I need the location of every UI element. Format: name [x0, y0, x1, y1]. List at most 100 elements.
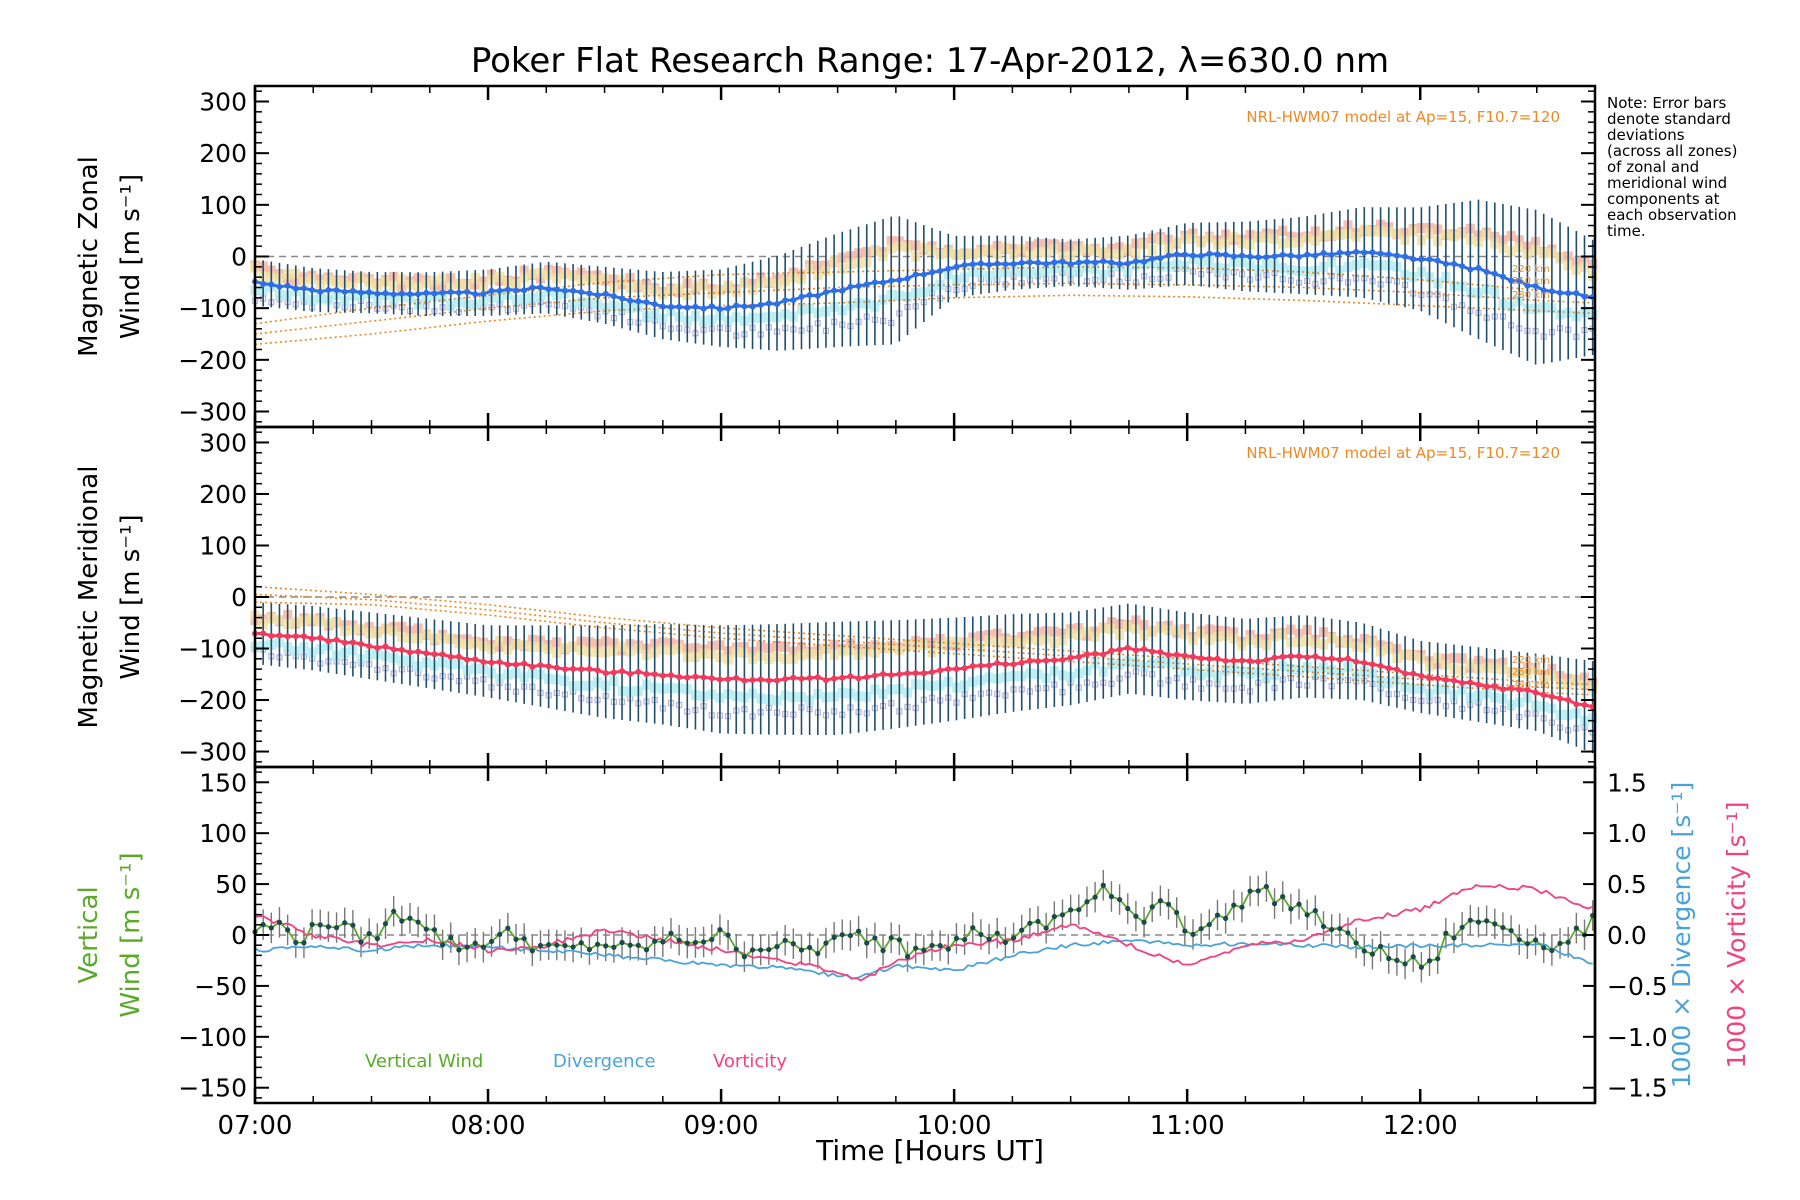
vertical-wind-dot: [741, 954, 747, 960]
vertical-wind-dot: [1426, 958, 1433, 964]
vertical-wind-dot: [1174, 909, 1180, 916]
mean-dot: [1508, 277, 1515, 284]
vertical-wind-dot: [399, 918, 405, 924]
mean-dot: [651, 301, 658, 308]
mean-dot: [374, 290, 381, 297]
mean-dot: [977, 260, 984, 267]
model-altitude-label: 280 km: [1512, 680, 1550, 691]
vertical-wind-dot: [1288, 906, 1294, 912]
x-tick-label: 08:00: [451, 1111, 526, 1141]
vertical-wind-dot: [1549, 947, 1555, 954]
model-altitude-label: 220 km: [1512, 264, 1550, 275]
mean-dot: [374, 644, 381, 651]
vertical-wind-dot: [1255, 888, 1261, 894]
mean-dot: [594, 667, 601, 674]
vertical-wind-dot: [423, 926, 429, 932]
mean-dot: [1296, 253, 1303, 260]
mean-dot: [276, 632, 283, 639]
mean-dot: [464, 656, 471, 663]
mean-dot: [1043, 657, 1050, 664]
vertical-wind-dot: [660, 939, 666, 945]
vertical-wind-dot: [1182, 928, 1188, 934]
y-tick-label: −150: [178, 1074, 247, 1103]
mean-dot: [1532, 689, 1539, 696]
panel-zonal: NRL-HWM07 model at Ap=15, F10.7=120 220 k…: [74, 84, 1598, 429]
mean-dot: [1010, 260, 1017, 267]
vertical-wind-dot: [1410, 954, 1416, 960]
y-tick-label: 100: [199, 531, 247, 560]
mean-dot: [725, 305, 732, 312]
mean-dot: [341, 639, 348, 646]
mean-dot: [798, 675, 805, 682]
mean-dot: [1132, 258, 1139, 265]
vertical-wind-dot: [505, 925, 511, 931]
mean-dot: [537, 284, 544, 291]
mean-dot: [814, 674, 821, 681]
x-axis-title: Time [Hours UT]: [815, 1134, 1044, 1167]
mean-dot: [969, 662, 976, 669]
vertical-wind-dot: [880, 948, 886, 954]
vertical-wind-dot: [1378, 943, 1384, 949]
mean-dot: [1247, 253, 1254, 260]
vertical-wind-dot: [725, 932, 731, 938]
vertical-wind-dot: [603, 943, 609, 949]
y-axis-title: Magnetic Meridional: [74, 466, 104, 729]
note-line: denote standard: [1607, 110, 1731, 128]
vertical-wind-dot: [1467, 917, 1473, 923]
mean-dot: [1165, 651, 1172, 658]
mean-dot: [1002, 261, 1009, 268]
mean-dot: [1271, 654, 1278, 661]
right-axis-tick-label: −1.5: [1607, 1074, 1668, 1103]
y-tick-label: −100: [178, 1023, 247, 1052]
mean-dot: [1410, 256, 1417, 263]
mean-dot: [1369, 249, 1376, 256]
mean-dot: [561, 666, 568, 673]
vertical-wind-dot: [1084, 899, 1090, 905]
mean-dot: [1475, 681, 1482, 688]
note-line: (across all zones): [1607, 142, 1737, 160]
vertical-wind-dot: [382, 921, 389, 927]
mean-dot: [341, 288, 348, 295]
mean-dot: [1377, 250, 1384, 257]
y-tick-label: 300: [199, 88, 247, 117]
vertical-wind-dot: [701, 939, 707, 945]
mean-dot: [659, 672, 666, 679]
vertical-wind-dot: [317, 922, 323, 928]
mean-dot: [619, 668, 626, 675]
note-line: each observation: [1607, 206, 1737, 224]
mean-dot: [961, 261, 968, 268]
vertical-wind-dot: [358, 939, 364, 945]
vertical-wind-dot: [1475, 919, 1482, 925]
y-tick-label: −300: [178, 738, 247, 767]
vertical-wind-dot: [366, 930, 372, 937]
mean-dot: [1353, 658, 1360, 665]
vertical-wind-dot: [815, 950, 821, 957]
mean-dot: [1336, 656, 1343, 663]
vertical-wind-dot: [1125, 905, 1131, 912]
mean-dot: [667, 303, 674, 310]
mean-dot: [1393, 666, 1400, 673]
mean-dot: [1230, 657, 1237, 664]
mean-dot: [635, 298, 642, 305]
vertical-wind-dot: [578, 940, 584, 946]
mean-dot: [1279, 251, 1286, 258]
mean-dot: [765, 677, 772, 684]
mean-dot: [423, 650, 430, 657]
mean-dot: [415, 648, 422, 655]
y-tick-label: −200: [178, 686, 247, 715]
mean-dot: [390, 291, 397, 298]
model-label: NRL-HWM07 model at Ap=15, F10.7=120: [1246, 108, 1560, 126]
vertical-wind-dot: [668, 930, 674, 936]
y-axis-title: Vertical: [74, 886, 104, 983]
mean-dot: [1548, 693, 1555, 700]
mean-dot: [610, 669, 617, 676]
mean-dot: [1018, 659, 1025, 666]
mean-dot: [1491, 683, 1498, 690]
vertical-wind-dot: [929, 942, 935, 949]
mean-dot: [765, 300, 772, 307]
mean-dot: [839, 287, 846, 294]
vertical-wind-dot: [1573, 925, 1579, 931]
mean-dot: [1255, 658, 1262, 665]
mean-dot: [847, 673, 854, 680]
mean-dot: [953, 666, 960, 673]
